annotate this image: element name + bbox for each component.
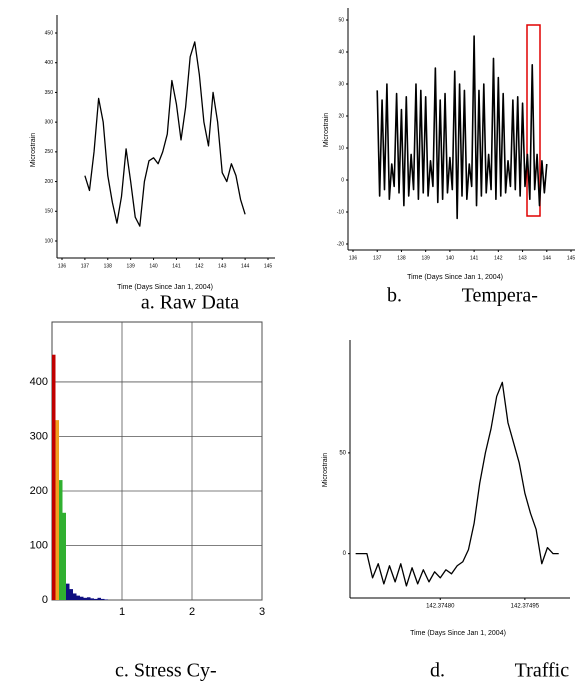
- x-tick-label: 136: [349, 255, 358, 261]
- x-tick-label: 141: [172, 263, 181, 269]
- y-tick-label: 30: [338, 81, 344, 87]
- y-tick-label: 0: [42, 594, 48, 606]
- x-tick-label: 142.37495: [511, 604, 540, 610]
- bar: [97, 597, 101, 600]
- bar: [104, 599, 108, 600]
- x-tick-label: 140: [149, 263, 158, 269]
- plot-frame: [51, 321, 263, 601]
- y-axis-label: Microstrain: [30, 133, 37, 167]
- x-tick-label: 144: [241, 263, 250, 269]
- bar: [52, 354, 56, 600]
- x-axis-label: Time (Days Since Jan 1, 2004): [117, 284, 213, 291]
- x-tick-label: 143: [518, 255, 527, 261]
- y-tick-label: -20: [337, 241, 344, 247]
- highlight-box: [526, 24, 541, 217]
- y-tick-label: 100: [45, 238, 54, 244]
- x-tick-label: 138: [397, 255, 406, 261]
- y-axis-label: Microstrain: [323, 113, 330, 147]
- x-tick-label: 144: [543, 255, 552, 261]
- x-tick-label: 2: [189, 606, 195, 618]
- x-tick-label: 145: [567, 255, 576, 261]
- y-tick-label: 50: [339, 450, 346, 456]
- bar: [73, 593, 77, 600]
- x-tick-label: 1: [119, 606, 125, 618]
- caption: b. Tempera-: [387, 285, 538, 307]
- y-axis-label: Microstrain: [322, 453, 329, 487]
- y-tick-label: 150: [45, 209, 54, 215]
- y-tick-label: 20: [338, 113, 344, 119]
- x-tick-label: 141: [470, 255, 479, 261]
- y-tick-label: 250: [45, 149, 54, 155]
- y-tick-label: 100: [30, 539, 48, 551]
- x-tick-label: 142: [494, 255, 503, 261]
- y-tick-label: 300: [45, 119, 54, 125]
- x-tick-label: 136: [58, 263, 67, 269]
- bar: [55, 420, 59, 600]
- caption: c. Stress Cy-: [115, 660, 217, 682]
- bar: [76, 595, 80, 600]
- y-tick-label: 350: [45, 90, 54, 96]
- y-tick-label: 200: [45, 179, 54, 185]
- x-tick-label: 142.37480: [426, 604, 455, 610]
- bar: [101, 598, 105, 600]
- x-tick-label: 139: [126, 263, 135, 269]
- x-tick-label: 138: [104, 263, 113, 269]
- data-line: [84, 41, 246, 227]
- y-tick-label: 0: [341, 177, 344, 183]
- x-tick-label: 140: [446, 255, 455, 261]
- x-tick-label: 143: [218, 263, 227, 269]
- bar: [59, 480, 63, 600]
- bar: [87, 597, 91, 600]
- x-axis-label: Time (Days Since Jan 1, 2004): [410, 630, 506, 637]
- data-line: [376, 35, 548, 220]
- y-tick-label: -10: [337, 209, 344, 215]
- bar: [62, 512, 66, 600]
- y-tick-label: 400: [45, 60, 54, 66]
- x-tick-label: 142: [195, 263, 204, 269]
- y-tick-label: 200: [30, 485, 48, 497]
- bar: [90, 598, 94, 600]
- data-line: [355, 381, 559, 587]
- x-tick-label: 139: [421, 255, 430, 261]
- y-tick-label: 0: [343, 551, 347, 557]
- y-tick-label: 300: [30, 430, 48, 442]
- y-tick-label: 50: [338, 17, 344, 23]
- bar: [66, 583, 70, 600]
- x-tick-label: 137: [373, 255, 382, 261]
- caption: a. Raw Data: [141, 292, 239, 314]
- x-tick-label: 145: [264, 263, 273, 269]
- bar: [80, 596, 84, 600]
- y-tick-label: 10: [338, 145, 344, 151]
- x-axis-label: Time (Days Since Jan 1, 2004): [407, 274, 503, 281]
- x-tick-label: 3: [259, 606, 265, 618]
- y-tick-label: 40: [338, 49, 344, 55]
- bar: [94, 598, 98, 600]
- y-tick-label: 450: [45, 30, 54, 36]
- bar: [83, 597, 87, 600]
- x-tick-label: 137: [81, 263, 90, 269]
- caption: d. Traffic: [430, 660, 569, 682]
- y-tick-label: 400: [30, 376, 48, 388]
- bar: [69, 589, 73, 600]
